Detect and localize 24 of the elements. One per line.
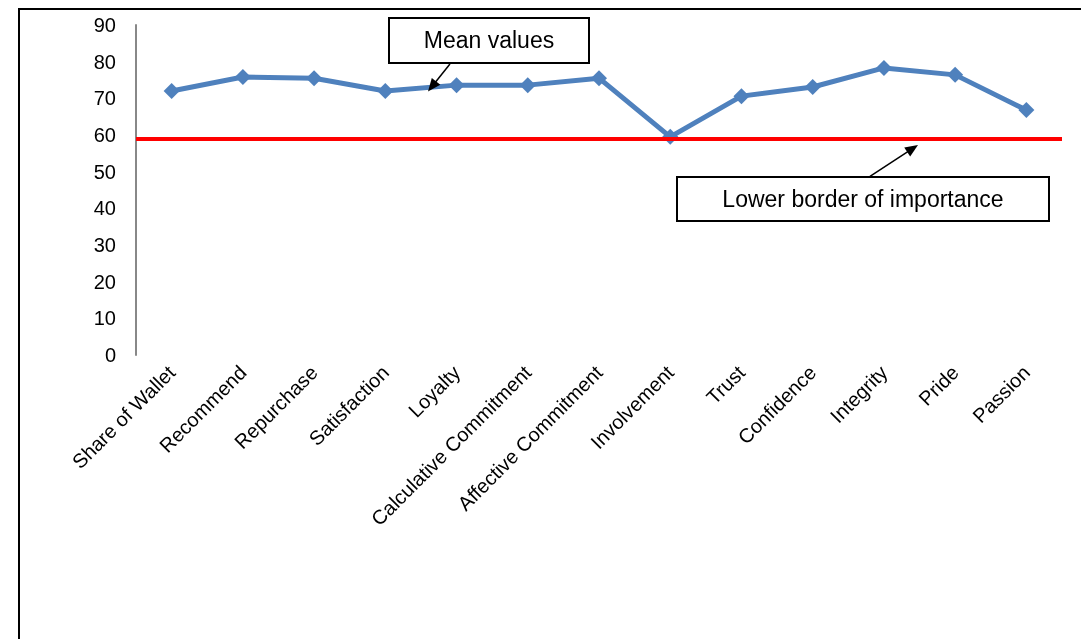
point [947, 66, 964, 83]
y-tick-label: 10 [93, 307, 116, 330]
y-tick-label: 50 [93, 160, 116, 183]
point [875, 59, 892, 76]
ref-line-label: Lower border of importance [676, 176, 1050, 222]
y-tick-label: 0 [104, 344, 116, 366]
y-tick-label: 60 [93, 124, 116, 146]
point [234, 69, 251, 86]
point [448, 77, 465, 94]
y-tick-label: 90 [93, 14, 116, 36]
y-tick-label: 40 [93, 197, 116, 220]
point [163, 83, 180, 99]
point [377, 83, 394, 99]
y-tick-label: 80 [93, 50, 116, 73]
y-tick-label: 70 [93, 87, 116, 110]
series-label: Mean values [388, 17, 590, 64]
point [733, 88, 750, 105]
point [519, 77, 536, 94]
point [306, 70, 323, 87]
point [1018, 102, 1035, 119]
y-tick-label: 30 [93, 234, 116, 256]
y-tick-label: 20 [93, 270, 116, 293]
point [591, 70, 607, 87]
point [804, 78, 821, 95]
